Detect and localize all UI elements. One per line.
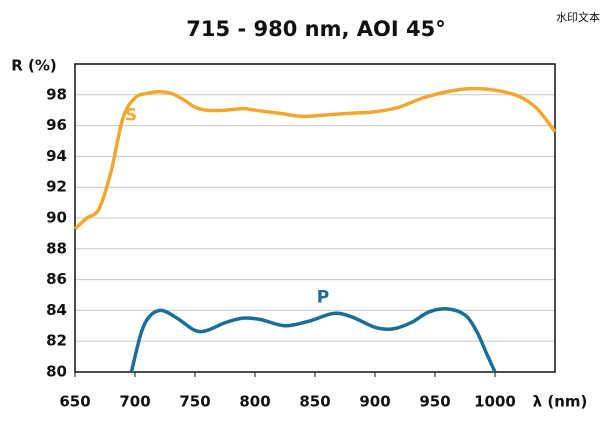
watermark: 水印文本	[556, 10, 600, 24]
y-tick-label: 92	[46, 178, 67, 196]
y-tick-label: 90	[46, 209, 67, 227]
series-label: S	[125, 106, 137, 126]
y-tick-label: 96	[46, 116, 67, 134]
y-tick-label: 84	[46, 301, 67, 319]
series-line	[129, 307, 497, 373]
x-tick-label: 700	[119, 393, 150, 411]
y-tick-label: 94	[46, 147, 67, 165]
series-label: P	[317, 287, 329, 307]
y-axis-label: R (%)	[11, 57, 57, 75]
chart-title: 715 - 980 nm, AOI 45°	[186, 17, 445, 41]
x-tick-label: 800	[239, 393, 270, 411]
y-tick-label: 80	[46, 363, 67, 381]
x-tick-label: 950	[419, 393, 450, 411]
x-axis-label: λ (nm)	[533, 393, 588, 411]
series-line	[73, 86, 557, 231]
y-tick-label: 98	[46, 85, 67, 103]
x-tick-label: 750	[179, 393, 210, 411]
y-tick-label: 86	[46, 270, 67, 288]
plot-frame	[74, 63, 556, 373]
y-tick-label: 82	[46, 332, 67, 350]
x-tick-label: 650	[59, 393, 90, 411]
x-tick-label: 900	[359, 393, 390, 411]
x-tick-label: 850	[299, 393, 330, 411]
x-tick-label: 1000	[474, 393, 516, 411]
y-tick-label: 88	[46, 239, 67, 257]
